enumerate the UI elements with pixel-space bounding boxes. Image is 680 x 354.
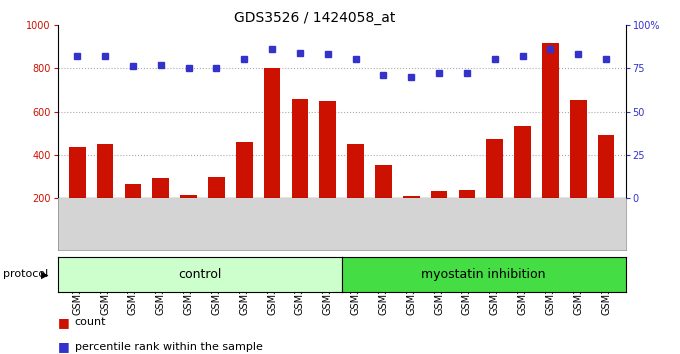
Text: protocol: protocol (3, 269, 49, 279)
Bar (208, 177, 225, 198)
Bar (264, 68, 280, 198)
Text: count: count (75, 317, 106, 327)
Text: percentile rank within the sample: percentile rank within the sample (75, 342, 262, 352)
Text: ■: ■ (58, 316, 69, 329)
Bar (430, 191, 447, 198)
Bar (320, 101, 336, 198)
Bar (542, 43, 559, 198)
Text: GDS3526 / 1424058_at: GDS3526 / 1424058_at (234, 11, 395, 25)
Bar (152, 178, 169, 198)
Bar (486, 139, 503, 198)
Bar (375, 165, 392, 198)
Bar (403, 196, 420, 198)
Bar (180, 195, 197, 198)
Text: control: control (178, 268, 222, 281)
Bar (598, 135, 615, 198)
Text: myostatin inhibition: myostatin inhibition (422, 268, 546, 281)
Bar (458, 190, 475, 198)
Bar (292, 98, 308, 198)
Bar (347, 144, 364, 198)
Bar (124, 184, 141, 198)
Bar (570, 99, 587, 198)
Text: ▶: ▶ (41, 269, 48, 279)
Text: ■: ■ (58, 341, 69, 353)
Bar (69, 147, 86, 198)
Bar (236, 142, 253, 198)
Bar (97, 144, 114, 198)
Bar (514, 126, 531, 198)
